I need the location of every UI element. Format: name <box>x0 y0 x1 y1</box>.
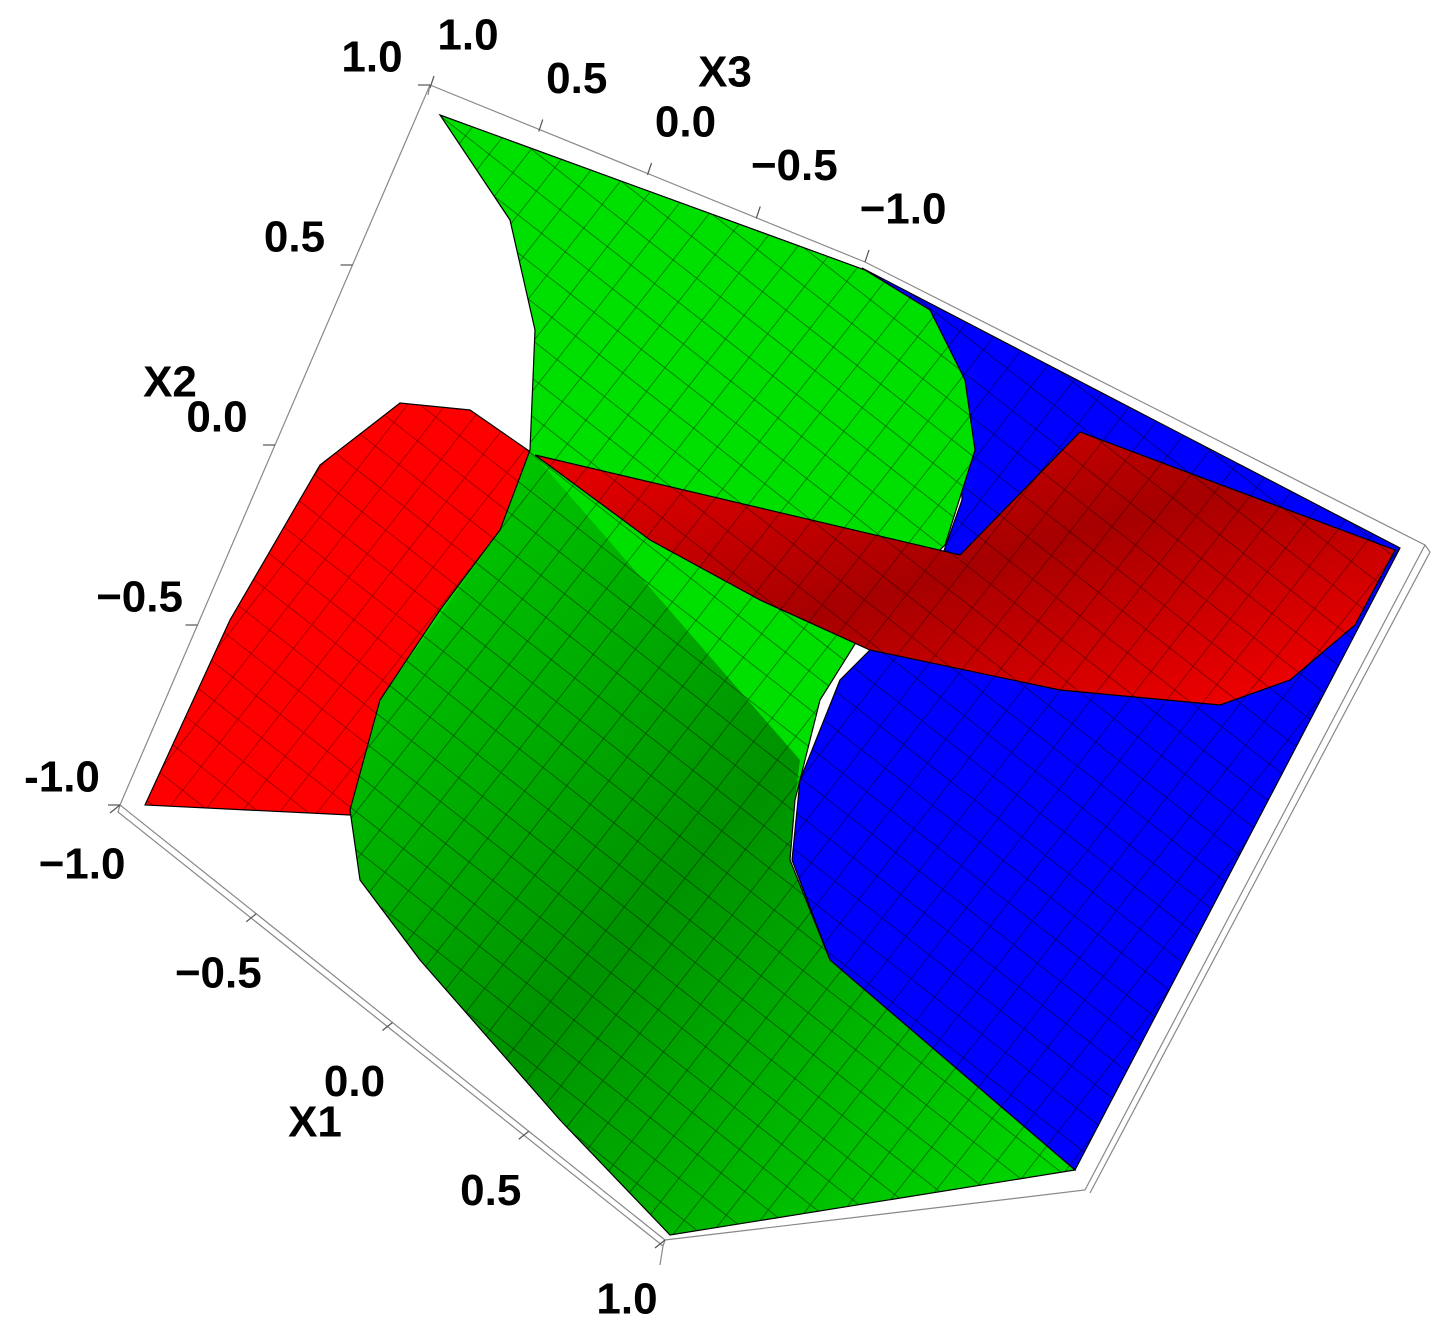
tick-label: 1.0 <box>341 33 402 82</box>
tick-mark <box>646 162 653 176</box>
axis-title: X1 <box>288 1098 342 1147</box>
tick-mark <box>382 1022 393 1031</box>
tick-mark <box>654 1239 666 1249</box>
tick-label: 0.0 <box>186 393 247 442</box>
tick-mark <box>518 1130 530 1140</box>
tick-mark <box>538 119 544 132</box>
tick-label: −0.5 <box>96 573 183 622</box>
tick-label: −0.5 <box>751 141 838 190</box>
surfaces <box>144 113 1401 1236</box>
tick-label: 0.5 <box>264 213 325 262</box>
tick-label: -1.0 <box>24 753 100 802</box>
tick-label: 0.5 <box>460 1166 521 1215</box>
axes: X1 −1.0 −0.5 0.0 0.5 1.0 X2 -1.0 −0.5 0.0 0.5 1.0 X3… <box>24 11 946 1324</box>
tick-mark <box>755 206 761 219</box>
tick-mark <box>245 913 257 923</box>
surface-mesh <box>535 432 1395 705</box>
axis-title: X3 <box>698 48 752 97</box>
surface-mesh <box>792 268 1400 1170</box>
tick-label: 0.0 <box>655 98 716 147</box>
tick-label: 0.0 <box>324 1057 385 1106</box>
tick-label: −0.5 <box>175 948 262 997</box>
tick-mark <box>429 75 435 89</box>
tick-label: −1.0 <box>860 185 947 234</box>
axis-title: X2 <box>143 358 197 407</box>
tick-label: 1.0 <box>437 11 498 60</box>
tick-mark <box>109 804 121 814</box>
tick-mark <box>864 249 870 263</box>
surface-mesh <box>350 115 1075 1235</box>
tick-label: 1.0 <box>596 1275 657 1324</box>
tick-label: 0.5 <box>546 54 607 103</box>
surface-mesh <box>145 403 535 815</box>
box-edge <box>117 84 1431 1266</box>
tick-label: −1.0 <box>39 840 126 889</box>
